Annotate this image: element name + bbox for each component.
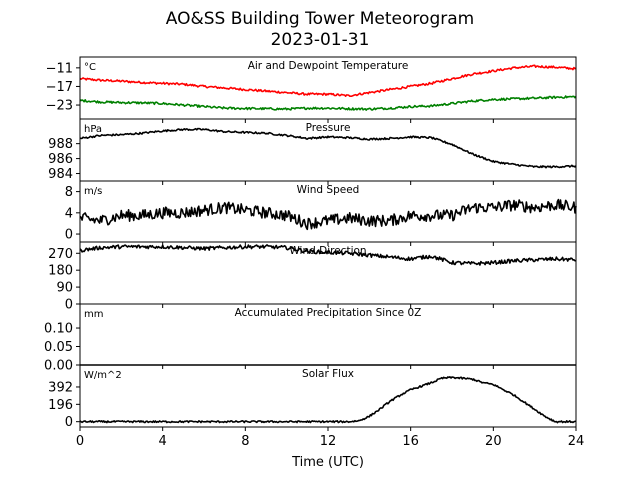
xtick-label: 16 <box>402 434 419 449</box>
temperature-series-line-1 <box>79 95 577 111</box>
solar-flux-ytick-label: 196 <box>48 398 73 413</box>
precipitation-ytick-label: 0.10 <box>44 322 73 337</box>
xtick-label: 8 <box>241 434 249 449</box>
pressure-series-line-0 <box>79 127 577 169</box>
xtick-label: 4 <box>159 434 167 449</box>
pressure-ytick-label: 988 <box>48 137 73 152</box>
pressure-ytick-label: 986 <box>48 152 73 167</box>
precipitation-ytick-label: 0.05 <box>44 340 73 355</box>
panel-wind-speed: 8 4 0 m/s Wind Speed <box>65 180 577 246</box>
solar-flux-panel-title: Solar Flux <box>302 368 354 380</box>
temperature-ytick-label: −11 <box>46 61 73 76</box>
solar-flux-ytick-label: 0 <box>65 415 73 430</box>
temperature-series-line-0 <box>79 64 577 97</box>
pressure-unit-label: hPa <box>84 124 102 135</box>
xtick-label: 0 <box>76 434 84 449</box>
temperature-panel-title: Air and Dewpoint Temperature <box>248 60 409 72</box>
wind-speed-ytick-label: 4 <box>65 206 73 221</box>
wind-speed-unit-label: m/s <box>84 186 102 197</box>
wind-direction-ytick-label: 270 <box>48 247 73 262</box>
temperature-ytick-label: −23 <box>46 99 73 114</box>
panel-wind-direction: 270 180 90 0 Wind Direction <box>48 241 577 313</box>
wind-direction-ytick-label: 180 <box>48 264 73 279</box>
temperature-ytick-label: −17 <box>46 80 73 95</box>
wind-speed-ytick-label: 8 <box>65 185 73 200</box>
solar-flux-series-line-0 <box>79 375 577 424</box>
x-axis-label: Time (UTC) <box>291 455 364 470</box>
panels: −11 −17 −23 °C Air and Dewpoint Temperature 9… <box>44 56 585 449</box>
pressure-ytick-label: 984 <box>48 167 73 182</box>
xtick-label: 20 <box>485 434 502 449</box>
wind-speed-panel-title: Wind Speed <box>297 184 360 196</box>
wind-speed-ytick-label: 0 <box>65 228 73 243</box>
panel-temperature: −11 −17 −23 °C Air and Dewpoint Temperature <box>46 56 577 123</box>
figure-title-line2: 2023-01-31 <box>271 30 370 50</box>
xtick-label: 24 <box>568 434 585 449</box>
precipitation-unit-label: mm <box>84 309 103 320</box>
panel-precipitation: 0.10 0.05 0.00 mm Accumulated Precipitation … <box>44 303 577 374</box>
wind-direction-series-line-0 <box>79 244 577 266</box>
wind-direction-ytick-label: 90 <box>56 281 73 296</box>
wind-direction-panel-title: Wind Direction <box>289 245 366 257</box>
precipitation-panel-title: Accumulated Precipitation Since 0Z <box>235 307 422 319</box>
xtick-label: 12 <box>320 434 337 449</box>
wind-direction-ytick-label: 0 <box>65 298 73 313</box>
pressure-panel-title: Pressure <box>306 122 351 134</box>
temperature-unit-label: °C <box>84 62 96 73</box>
solar-flux-unit-label: W/m^2 <box>84 370 122 381</box>
figure-title-line1: AO&SS Building Tower Meteorogram <box>166 9 474 29</box>
wind-speed-series-line-0 <box>79 198 577 231</box>
solar-flux-ytick-label: 392 <box>48 380 73 395</box>
precipitation-ytick-label: 0.00 <box>44 359 73 374</box>
panel-solar-flux: 392 196 0 W/m^2 Solar Flux 0 4 8 12 16 20 24 <box>48 364 585 449</box>
